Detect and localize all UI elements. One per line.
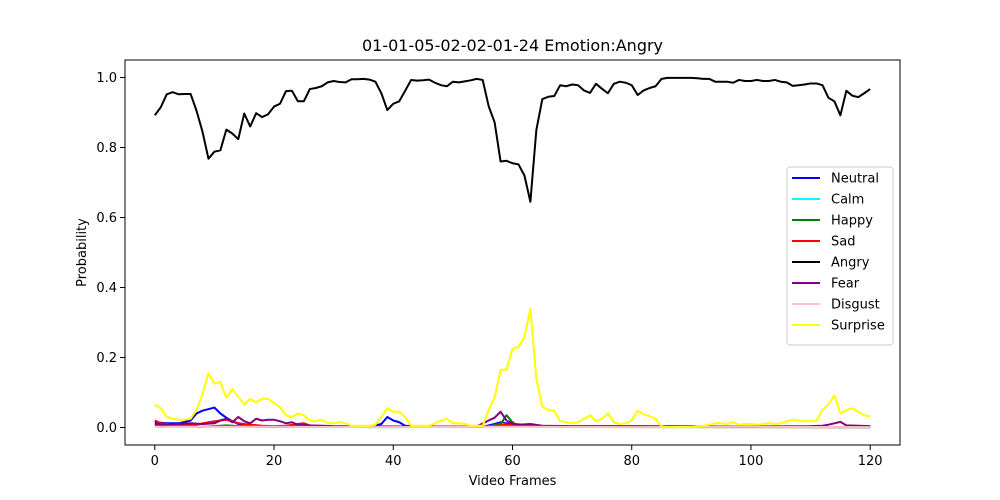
x-tick-label: 60 — [504, 454, 521, 469]
x-axis-ticks: 0 20 40 60 80 100 120 — [151, 445, 883, 469]
x-tick-label: 40 — [385, 454, 402, 469]
plot-frame — [124, 59, 901, 446]
y-tick-label: 0.4 — [96, 281, 117, 296]
legend-label-calm: Calm — [831, 193, 864, 208]
legend-label-fear: Fear — [831, 277, 860, 292]
x-tick-label: 100 — [739, 454, 764, 469]
series-line-surprise — [154, 307, 871, 429]
x-tick-label: 80 — [623, 454, 640, 469]
y-tick-label: 0.2 — [96, 351, 117, 366]
x-tick-label: 120 — [858, 454, 883, 469]
plot-series — [154, 76, 871, 429]
legend-label-happy: Happy — [831, 214, 873, 229]
legend-label-surprise: Surprise — [831, 319, 885, 334]
legend-label-angry: Angry — [831, 256, 870, 271]
y-tick-label: 0.8 — [96, 141, 117, 156]
y-tick-label: 1.0 — [96, 71, 117, 86]
legend-label-disgust: Disgust — [831, 298, 880, 313]
x-tick-label: 20 — [266, 454, 283, 469]
legend: Neutral Calm Happy Sad Angry Fear Disgust Surpr… — [786, 166, 894, 346]
series-line-angry — [154, 76, 871, 203]
y-axis-ticks: 0.0 0.2 0.4 0.6 0.8 1.0 — [96, 71, 125, 436]
y-tick-label: 0.6 — [96, 211, 117, 226]
x-axis-label: Video Frames — [469, 474, 557, 489]
legend-label-sad: Sad — [831, 235, 855, 250]
legend-box — [786, 166, 894, 346]
chart-title: 01-01-05-02-02-01-24 Emotion:Angry — [362, 36, 663, 55]
y-tick-label: 0.0 — [96, 421, 117, 436]
x-tick-label: 0 — [151, 454, 159, 469]
y-axis-label: Probability — [75, 218, 90, 287]
legend-label-neutral: Neutral — [831, 172, 879, 187]
